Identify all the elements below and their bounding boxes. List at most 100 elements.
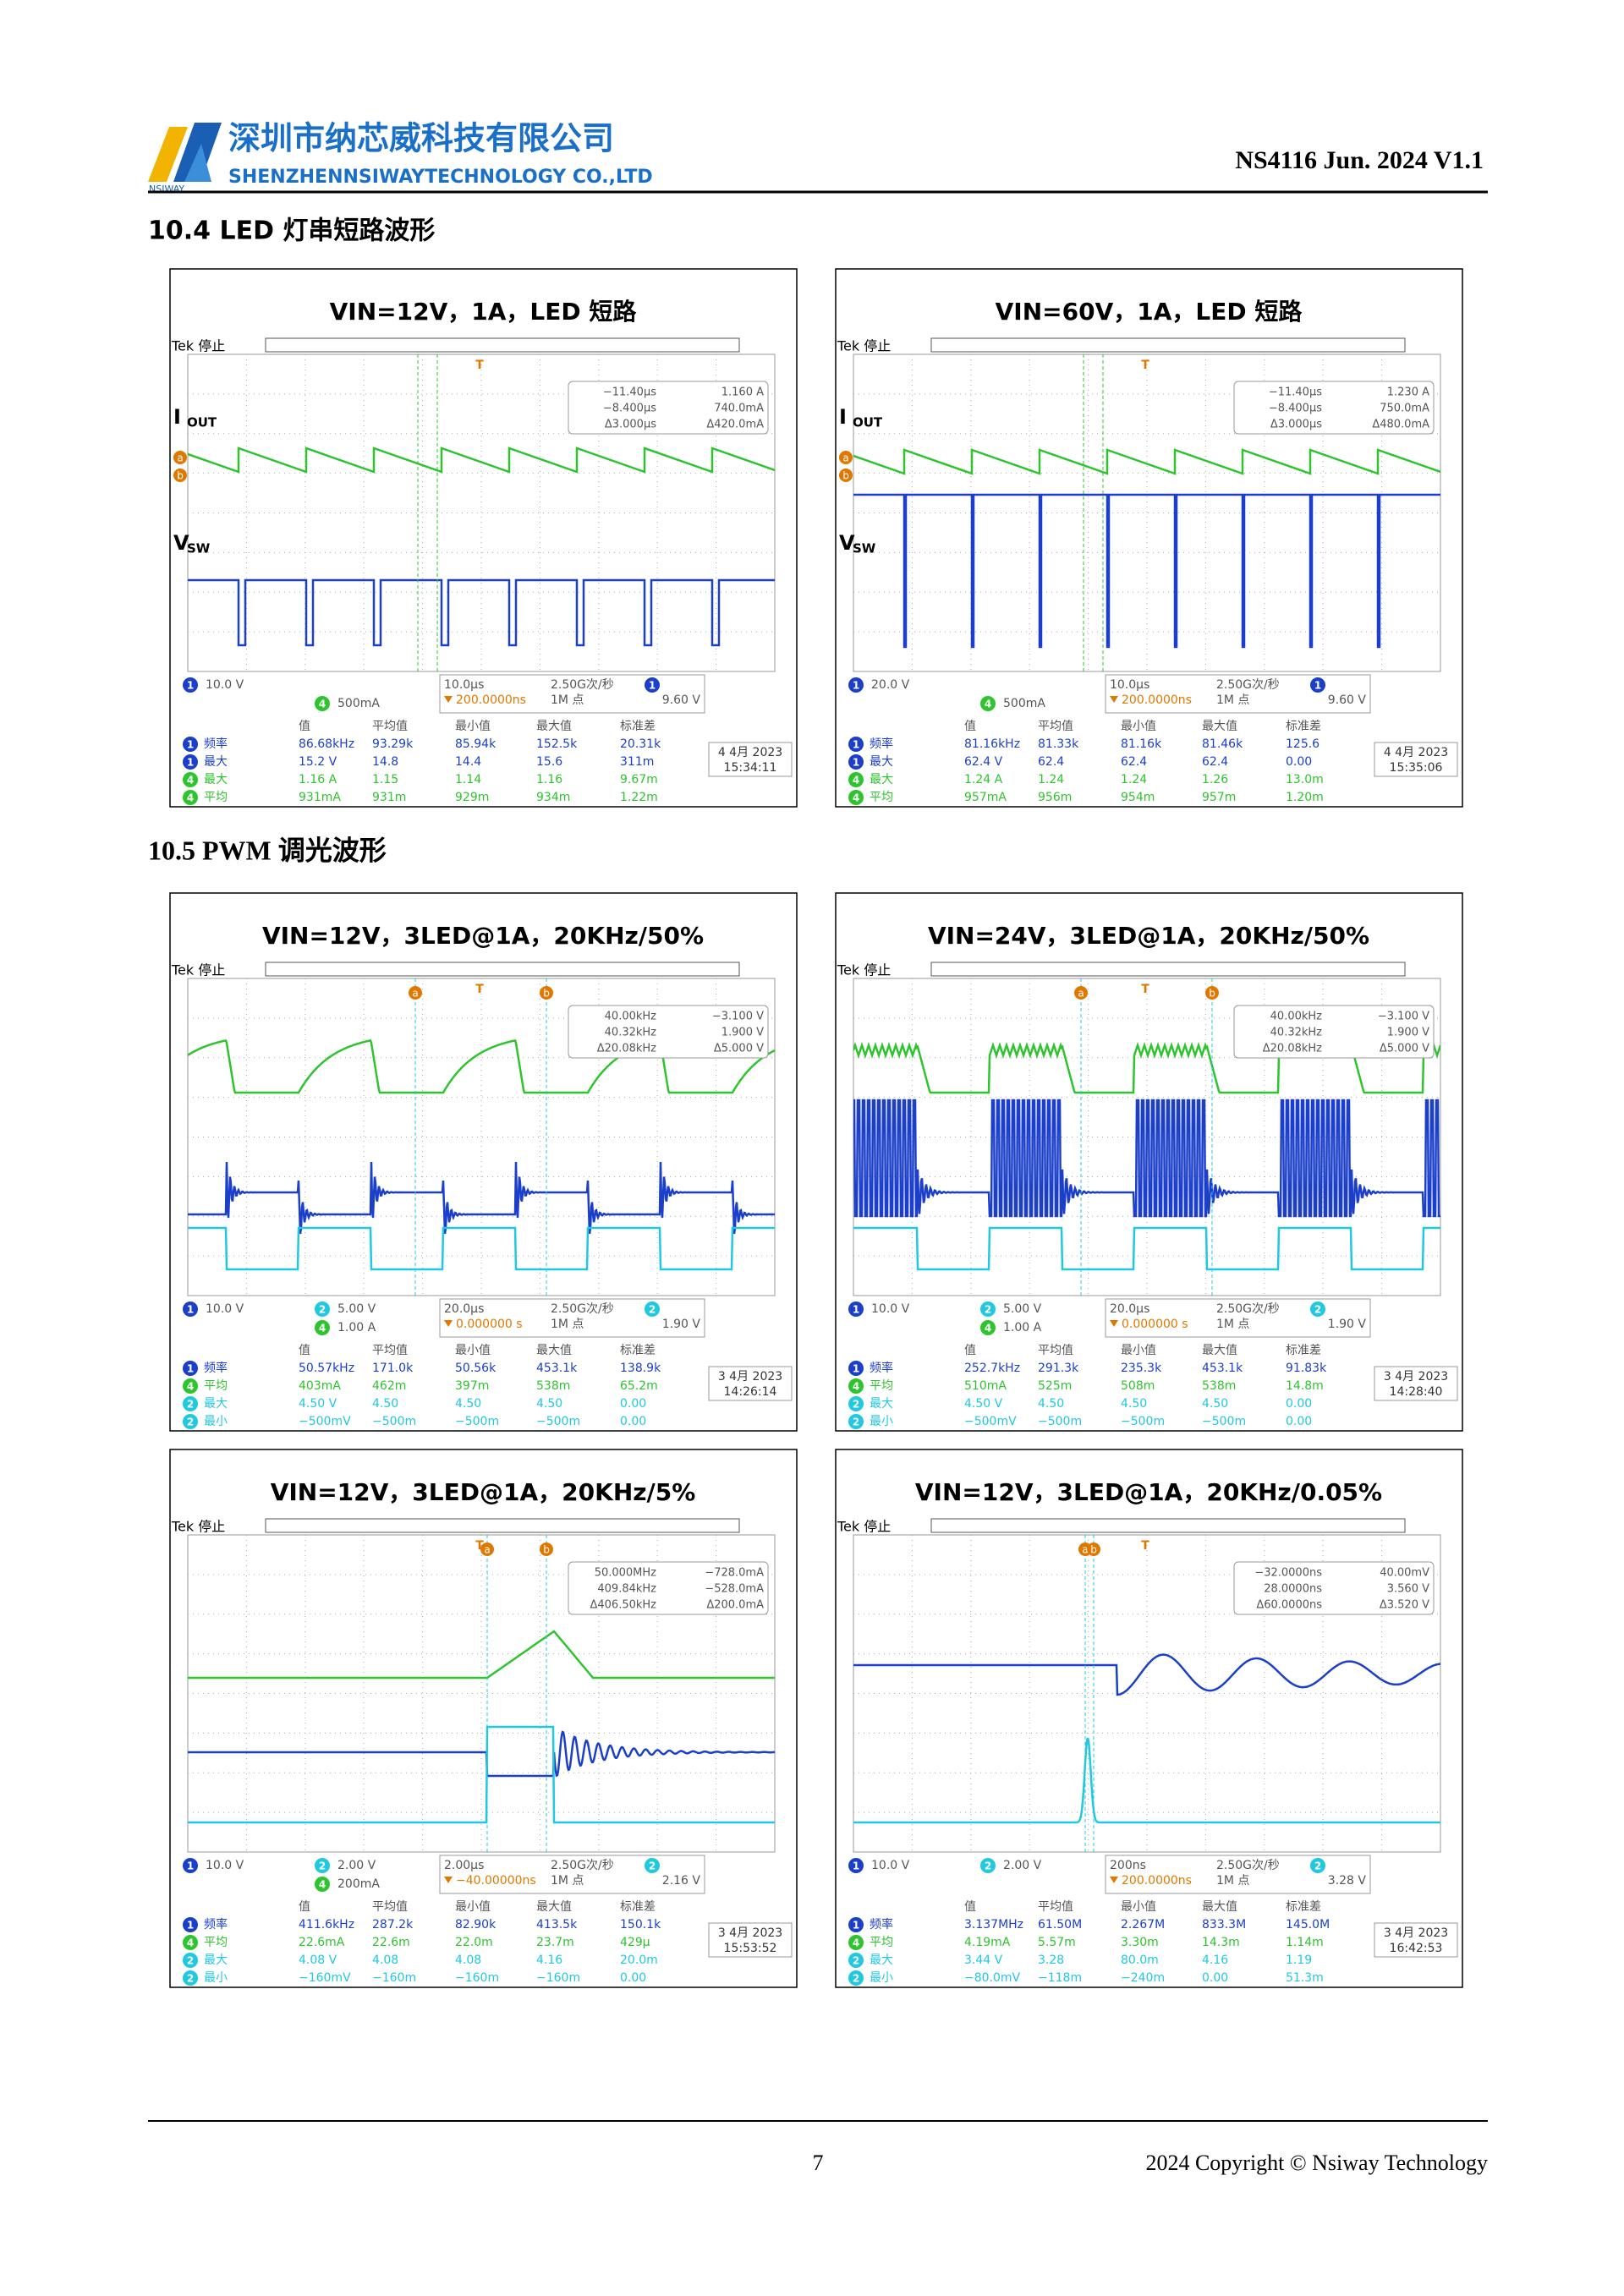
channel-number: 2	[853, 1399, 859, 1411]
trigger-icon	[1110, 1320, 1118, 1327]
meas-value: 4.50	[1121, 1397, 1147, 1411]
meas-value: 3.28	[1038, 1954, 1064, 1967]
channel-number: 2	[985, 1304, 991, 1316]
date: 3 4月 2023	[1384, 1926, 1448, 1940]
meas-value: 0.00	[1202, 1971, 1228, 1985]
cursor-readout	[568, 1561, 769, 1615]
waveform	[853, 1737, 1440, 1824]
meas-value: 62.4	[1121, 755, 1147, 769]
meas-header: 平均值	[1038, 720, 1073, 733]
meas-value: 4.50	[1038, 1397, 1064, 1411]
trigger-position: 200.0000ns	[456, 693, 526, 707]
channel-number: 1	[1314, 680, 1321, 692]
meas-value: 4.50 V	[299, 1397, 337, 1411]
meas-value: 22.6mA	[299, 1936, 345, 1949]
date-box	[708, 1922, 793, 1958]
channel-number: 1	[187, 1304, 194, 1316]
channel-number: 1	[187, 1363, 194, 1375]
meas-value: 1.15	[372, 773, 398, 786]
channel-number: 4	[853, 792, 859, 804]
channel-number: 2	[853, 1417, 859, 1428]
meas-name: 最大	[870, 773, 893, 786]
meas-name: 最小	[204, 1971, 228, 1985]
channel-number: 4	[187, 792, 194, 804]
meas-value: 934m	[536, 791, 570, 804]
panel-title: VIN=24V，3LED@1A，20KHz/50%	[928, 922, 1369, 950]
meas-value: 1.16	[536, 773, 562, 786]
trigger-level: 9.60 V	[662, 693, 701, 707]
meas-header: 标准差	[1286, 1344, 1321, 1357]
channel-badge	[848, 1935, 864, 1950]
meas-header: 标准差	[1286, 1900, 1321, 1914]
channel-number: 4	[319, 1879, 326, 1891]
date: 4 4月 2023	[1384, 746, 1448, 759]
meas-header: 最小值	[455, 1900, 491, 1914]
channel-badge	[315, 1301, 330, 1317]
meas-value: −500m	[455, 1415, 499, 1428]
channel-badge	[315, 1877, 330, 1892]
channel-badge	[848, 790, 864, 805]
meas-value: 1.24 A	[964, 773, 1003, 786]
record-length: 1M 点	[551, 1318, 584, 1331]
channel-number: 1	[649, 680, 656, 692]
channel-badge	[848, 1858, 864, 1873]
record-bar	[930, 962, 1406, 977]
time: 15:34:11	[724, 761, 777, 775]
scope-panel: VIN=60V，1A，LED 短路 Tek 停止 Tab I OUT VSW −11.40µ…	[835, 268, 1463, 808]
meas-value: 3.30m	[1121, 1936, 1159, 1949]
channel-scale: 10.0 V	[206, 678, 244, 692]
waveform	[188, 1161, 775, 1235]
meas-value: 1.22m	[620, 791, 658, 804]
meas-header: 平均值	[372, 1344, 408, 1357]
meas-header: 标准差	[620, 1344, 656, 1357]
meas-name: 最小	[870, 1971, 893, 1985]
scope-status: Tek 停止	[837, 338, 891, 354]
trigger-icon	[444, 1877, 453, 1883]
channel-badge	[183, 1414, 198, 1429]
meas-value: 20.0m	[620, 1954, 658, 1967]
cursor-value: −11.40µs	[603, 386, 656, 399]
channel-badge	[315, 1858, 330, 1873]
meas-value: 0.00	[620, 1971, 646, 1985]
channel-badge	[848, 1414, 864, 1429]
logo-shape	[148, 127, 188, 182]
meas-value: 5.57m	[1038, 1936, 1076, 1949]
timebase-box	[1105, 1855, 1371, 1894]
cursor-readout	[1233, 1005, 1435, 1059]
meas-header: 最大值	[536, 720, 572, 733]
cursor-value: 3.560 V	[1387, 1583, 1429, 1596]
meas-value: 252.7kHz	[964, 1362, 1020, 1375]
meas-name: 平均	[204, 1379, 228, 1393]
channel-number: 2	[187, 1973, 194, 1985]
channel-number: 4	[319, 699, 326, 710]
meas-value: −160m	[536, 1971, 580, 1985]
trigger-level: 9.60 V	[1328, 693, 1367, 707]
date-box	[708, 1366, 793, 1401]
cursor-marker	[1074, 986, 1088, 1000]
channel-badge	[1310, 677, 1325, 693]
trigger-icon	[444, 1320, 453, 1327]
sample-rate: 2.50G次/秒	[1216, 678, 1280, 692]
meas-value: 14.3m	[1202, 1936, 1240, 1949]
meas-value: 287.2k	[372, 1918, 414, 1932]
cursor-value: 40.00mV	[1380, 1567, 1429, 1580]
meas-value: −500m	[372, 1415, 416, 1428]
cursor-letter: b	[543, 1544, 550, 1556]
channel-number: 1	[853, 680, 859, 692]
channel-badge	[183, 1935, 198, 1950]
trigger-level: 3.28 V	[1328, 1874, 1367, 1888]
meas-value: 931m	[372, 791, 406, 804]
cursor-value: −728.0mA	[705, 1567, 764, 1580]
cursor-readout	[1233, 381, 1435, 435]
waveform	[188, 1038, 775, 1094]
channel-badge	[183, 1953, 198, 1968]
meas-value: 81.33k	[1038, 737, 1079, 751]
channel-scale: 200mA	[337, 1877, 380, 1891]
meas-value: 1.24	[1121, 773, 1147, 786]
cursor-letter: b	[1090, 1544, 1097, 1556]
channel-badge	[980, 1858, 996, 1873]
cursor-letter: a	[1082, 1544, 1088, 1556]
trigger-marker: T	[475, 1539, 484, 1553]
